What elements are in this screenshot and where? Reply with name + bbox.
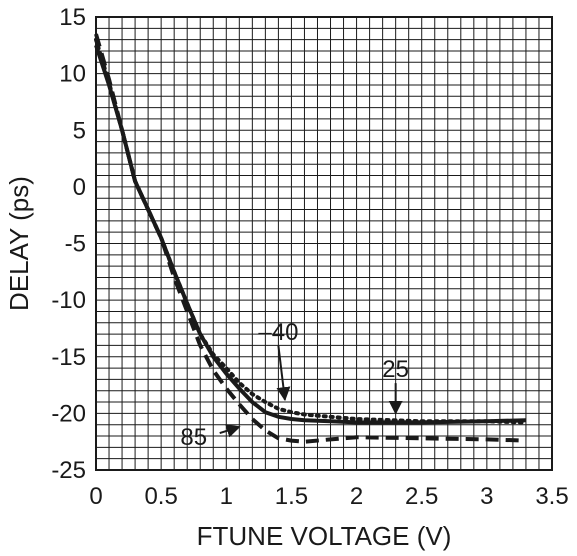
x-tick-label: 0.5 xyxy=(144,483,177,510)
x-tick-label: 1 xyxy=(220,483,233,510)
plot-frame xyxy=(95,16,553,471)
series-lines xyxy=(94,33,528,444)
y-tick-label: -25 xyxy=(51,457,86,484)
y-tick-labels: 15 10 5 0 -5 -10 -15 -20 -25 xyxy=(51,4,86,484)
x-tick-labels: 0 0.5 1 1.5 2 2.5 3 3.5 xyxy=(89,483,568,510)
y-tick-label: -10 xyxy=(51,287,86,314)
annotations: –40 25 85 xyxy=(180,319,409,451)
y-tick-label: -15 xyxy=(51,344,86,371)
y-tick-label: -20 xyxy=(51,400,86,427)
x-tick-label: 3 xyxy=(480,483,493,510)
x-tick-label: 3.5 xyxy=(535,483,568,510)
x-tick-label: 0 xyxy=(89,483,102,510)
annotation-arrow xyxy=(219,424,241,438)
x-tick-label: 1.5 xyxy=(275,483,308,510)
y-tick-label: 5 xyxy=(73,117,86,144)
series-label: 85 xyxy=(180,424,207,451)
x-axis-title: FTUNE VOLTAGE (V) xyxy=(197,521,452,551)
series-line-dotted xyxy=(94,37,528,425)
annotation-arrow xyxy=(276,345,291,402)
x-tick-label: 2.5 xyxy=(405,483,438,510)
y-tick-label: -5 xyxy=(65,231,86,258)
y-tick-label: 15 xyxy=(59,4,86,31)
series-label: –40 xyxy=(258,319,298,346)
y-tick-label: 0 xyxy=(73,174,86,201)
y-tick-label: 10 xyxy=(59,61,86,88)
y-axis-title: DELAY (ps) xyxy=(4,176,34,311)
series-label: 25 xyxy=(382,356,409,383)
series-line-dashed xyxy=(94,33,526,444)
x-tick-label: 2 xyxy=(350,483,363,510)
